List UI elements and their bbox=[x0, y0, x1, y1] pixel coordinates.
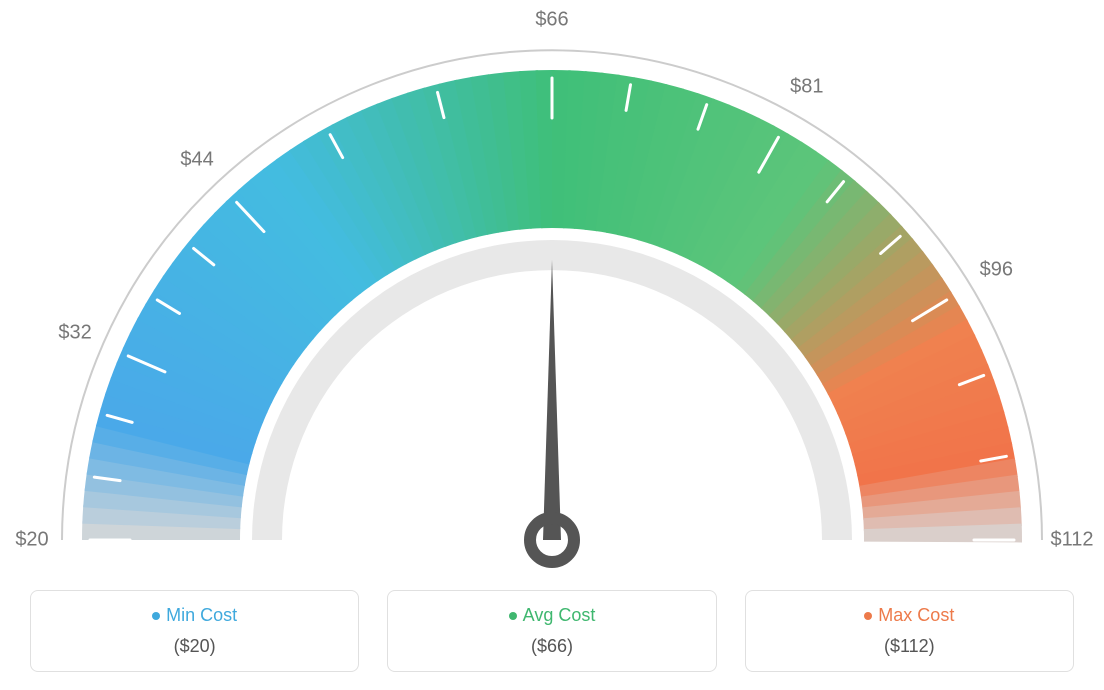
legend: Min Cost ($20) Avg Cost ($66) Max Cost (… bbox=[0, 590, 1104, 672]
legend-label-avg: Avg Cost bbox=[398, 605, 705, 626]
legend-value-max: ($112) bbox=[756, 636, 1063, 657]
gauge-svg bbox=[0, 0, 1104, 580]
legend-text-avg: Avg Cost bbox=[523, 605, 596, 625]
gauge-label: $112 bbox=[1050, 529, 1093, 552]
legend-value-min: ($20) bbox=[41, 636, 348, 657]
gauge-label: $20 bbox=[15, 529, 48, 552]
gauge-label: $44 bbox=[180, 148, 213, 171]
legend-value-avg: ($66) bbox=[398, 636, 705, 657]
legend-item-max: Max Cost ($112) bbox=[745, 590, 1074, 672]
legend-label-min: Min Cost bbox=[41, 605, 348, 626]
dot-max bbox=[864, 612, 872, 620]
legend-text-max: Max Cost bbox=[878, 605, 954, 625]
legend-label-max: Max Cost bbox=[756, 605, 1063, 626]
gauge-label: $81 bbox=[790, 75, 823, 98]
gauge-area: $20 $32 $44 $66 $81 $96 $112 bbox=[0, 0, 1104, 580]
needle bbox=[543, 260, 561, 540]
gauge-label: $96 bbox=[980, 258, 1013, 281]
gauge-label: $66 bbox=[535, 9, 568, 32]
gauge-label: $32 bbox=[58, 321, 91, 344]
dot-min bbox=[152, 612, 160, 620]
legend-item-min: Min Cost ($20) bbox=[30, 590, 359, 672]
legend-item-avg: Avg Cost ($66) bbox=[387, 590, 716, 672]
cost-gauge-chart: $20 $32 $44 $66 $81 $96 $112 Min Cost ($20) Av… bbox=[0, 0, 1104, 690]
dot-avg bbox=[509, 612, 517, 620]
legend-text-min: Min Cost bbox=[166, 605, 237, 625]
